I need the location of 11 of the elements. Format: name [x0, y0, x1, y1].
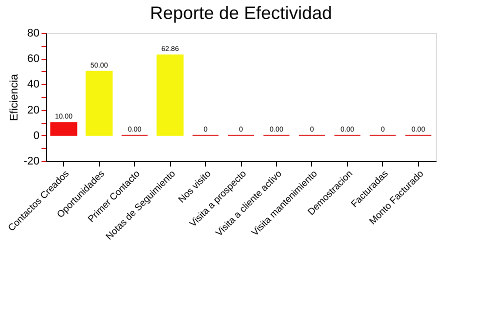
bar: [86, 70, 113, 136]
y-tick-label: 80: [27, 28, 40, 40]
y-axis-title: Eficiencia: [8, 73, 21, 122]
y-tick-label: -20: [24, 156, 40, 168]
y-tick-label: 40: [27, 78, 40, 91]
bar: [50, 122, 78, 136]
y-tick-label: 20: [27, 104, 40, 116]
y-tick-label: 60: [27, 53, 40, 66]
y-tick-label: 0: [33, 130, 40, 142]
chart-title: Reporte de Efectividad: [150, 3, 332, 23]
bar: [156, 54, 184, 136]
